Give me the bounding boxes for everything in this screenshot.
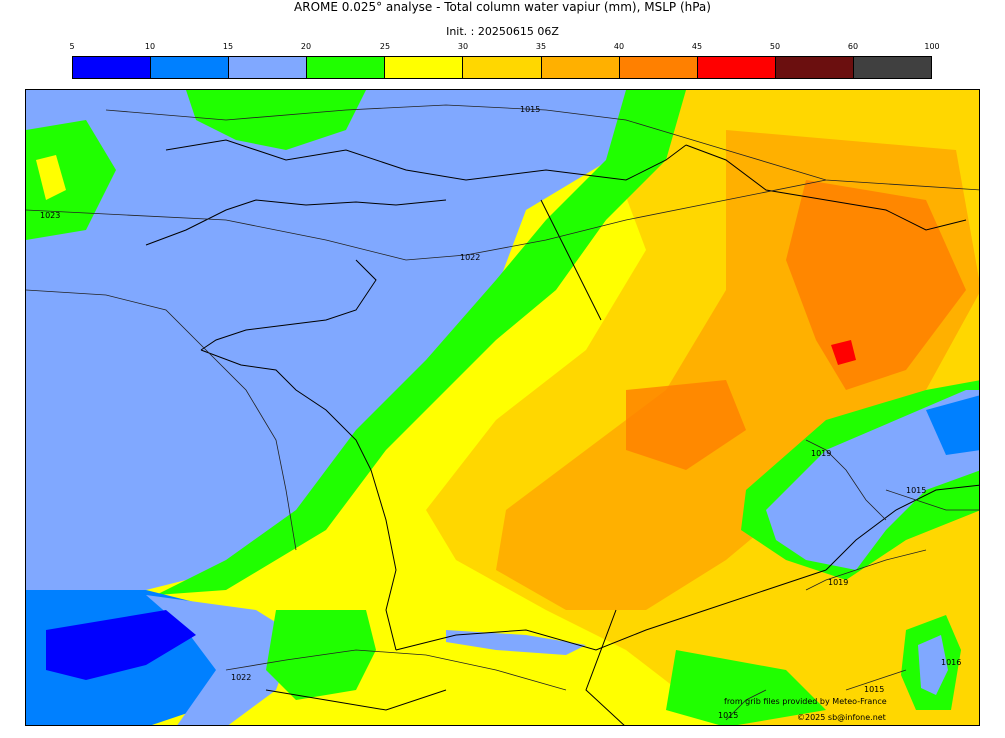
field-yellow-west bbox=[36, 155, 66, 200]
legend-tick: 20 bbox=[300, 42, 312, 51]
legend-swatch bbox=[696, 57, 775, 78]
legend-tick: 40 bbox=[613, 42, 625, 51]
legend-tick: 15 bbox=[222, 42, 234, 51]
legend-tick: 60 bbox=[847, 42, 859, 51]
isobar-labels: 1015 1023 1022 1022 1019 1015 1019 1016 … bbox=[40, 105, 961, 720]
map-subtitle: Init. : 20250615 06Z bbox=[446, 25, 559, 38]
isobar-label: 1023 bbox=[40, 211, 60, 220]
field-green-med bbox=[666, 650, 826, 725]
legend-tick: 50 bbox=[769, 42, 781, 51]
field-dark-orange bbox=[786, 180, 966, 390]
field-dark-orange bbox=[626, 380, 746, 470]
coastlines bbox=[145, 139, 979, 725]
isobar-label: 1019 bbox=[828, 578, 848, 587]
copyright-credit: ©2025 sb@infone.net bbox=[797, 713, 886, 722]
field-alps-blue bbox=[766, 390, 979, 570]
isobar-label: 1015 bbox=[520, 105, 540, 114]
field-alps-deep bbox=[926, 395, 979, 455]
legend-tick: 100 bbox=[924, 42, 940, 51]
field-green-north bbox=[186, 90, 366, 150]
legend-tick: 5 bbox=[69, 42, 75, 51]
legend-swatch bbox=[228, 57, 307, 78]
legend-swatch bbox=[150, 57, 229, 78]
field-iberia-deepblue bbox=[46, 610, 196, 680]
field-pyrenees-blue bbox=[446, 630, 586, 655]
isobar-label: 1015 bbox=[906, 486, 926, 495]
legend-swatch bbox=[462, 57, 541, 78]
field-red bbox=[831, 340, 856, 365]
legend-tick: 30 bbox=[457, 42, 469, 51]
isobar-label: 1019 bbox=[811, 449, 831, 458]
grib-credit: from grib files provided by Meteo-France bbox=[724, 697, 887, 706]
field-green-band bbox=[156, 90, 686, 595]
legend-swatch bbox=[73, 57, 151, 78]
legend-swatch bbox=[306, 57, 385, 78]
water-vapour-map: 1015 1023 1022 1022 1019 1015 1019 1016 … bbox=[25, 89, 980, 726]
legend-tick: 25 bbox=[379, 42, 391, 51]
legend-swatch bbox=[540, 57, 619, 78]
legend-swatch bbox=[774, 57, 853, 78]
field-green-west bbox=[26, 120, 116, 240]
legend-swatch bbox=[384, 57, 463, 78]
isobar-label: 1022 bbox=[231, 673, 251, 682]
map-canvas: 1015 1023 1022 1022 1019 1015 1019 1016 … bbox=[26, 90, 979, 725]
isobar-lines bbox=[26, 104, 979, 721]
legend-swatch bbox=[852, 57, 932, 78]
isobar-label: 1016 bbox=[941, 658, 961, 667]
map-title: AROME 0.025° analyse - Total column wate… bbox=[294, 0, 711, 14]
colorbar-legend bbox=[72, 56, 932, 79]
legend-tick: 35 bbox=[535, 42, 547, 51]
field-atlantic bbox=[26, 90, 646, 590]
isobar-label: 1022 bbox=[460, 253, 480, 262]
field-corsica-blue bbox=[918, 635, 948, 695]
isobar-label: 1015 bbox=[864, 685, 884, 694]
isobar-label: 1015 bbox=[718, 711, 738, 720]
legend-swatch bbox=[618, 57, 697, 78]
legend-tick: 10 bbox=[144, 42, 156, 51]
legend-tick: 45 bbox=[691, 42, 703, 51]
